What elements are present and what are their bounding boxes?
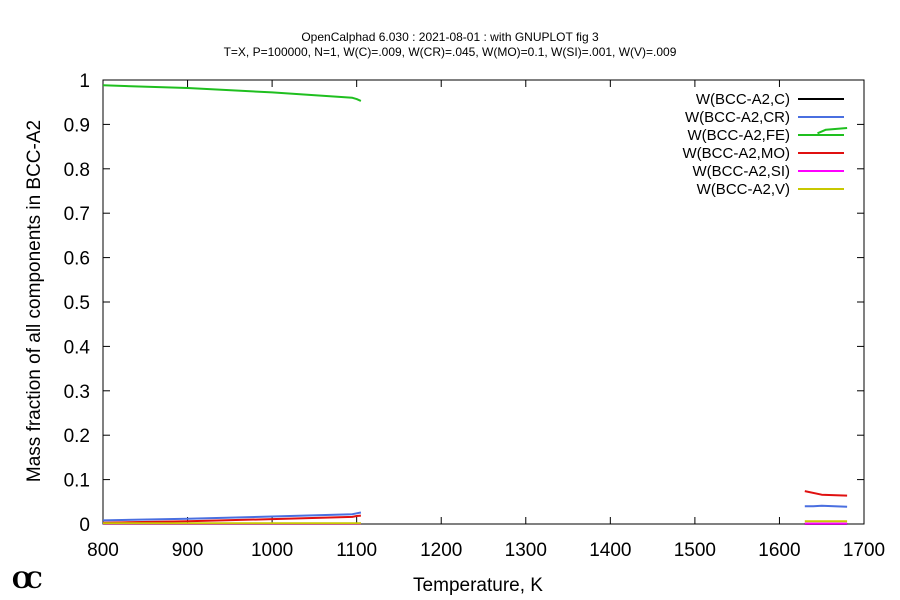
legend-label: W(BCC-A2,CR) (685, 109, 790, 126)
y-tick-label: 0.9 (64, 115, 90, 136)
series-line-4 (804, 490, 848, 497)
ticks-layer: 800 900 1000 1100 1200 1300 1400 1500 1600 1700 0 0… (64, 71, 886, 561)
x-tick-label: 1200 (420, 540, 462, 561)
opencalphad-logo: OC (12, 568, 43, 594)
y-tick-label: 0.4 (64, 337, 91, 358)
legend-label: W(BCC-A2,FE) (688, 127, 791, 144)
legend-label: W(BCC-A2,V) (697, 181, 790, 198)
x-tick-label: 1400 (589, 540, 631, 561)
series-line-2 (804, 504, 848, 508)
x-axis-title: Temperature, K (413, 575, 543, 596)
y-tick-label: 0.5 (64, 293, 90, 314)
series-line-4 (102, 514, 361, 524)
y-tick-label: 0.7 (64, 204, 90, 225)
y-axis-title: Mass fraction of all components in BCC-A… (24, 120, 45, 482)
x-tick-label: 1000 (251, 540, 293, 561)
y-tick-label: 0 (79, 515, 90, 536)
series-line-2 (102, 511, 362, 522)
y-tick-label: 0.6 (64, 249, 90, 270)
x-tick-label: 800 (87, 540, 119, 561)
y-tick-label: 0.8 (64, 160, 90, 181)
series-line-3 (817, 127, 848, 135)
x-tick-label: 900 (172, 540, 204, 561)
x-tick-label: 1500 (674, 540, 716, 561)
chart-title: OpenCalphad 6.030 : 2021-08-01 : with GN… (301, 30, 599, 44)
chart-subtitle: T=X, P=100000, N=1, W(C)=.009, W(CR)=.04… (223, 45, 677, 59)
x-tick-label: 1600 (758, 540, 800, 561)
x-tick-label: 1100 (336, 540, 377, 561)
y-tick-label: 0.3 (64, 382, 90, 403)
series-line-3 (102, 84, 362, 102)
y-tick-label: 0.1 (64, 471, 90, 492)
legend-label: W(BCC-A2,C) (696, 91, 790, 108)
x-tick-label: 1300 (505, 540, 547, 561)
y-tick-label: 0.2 (64, 426, 90, 447)
legend-label: W(BCC-A2,SI) (693, 163, 791, 180)
y-tick-label: 1 (79, 71, 90, 92)
legend: W(BCC-A2,C)W(BCC-A2,CR)W(BCC-A2,FE)W(BCC… (683, 91, 844, 198)
x-tick-label: 1700 (843, 540, 885, 561)
legend-label: W(BCC-A2,MO) (683, 145, 791, 162)
series-layer (102, 84, 848, 525)
